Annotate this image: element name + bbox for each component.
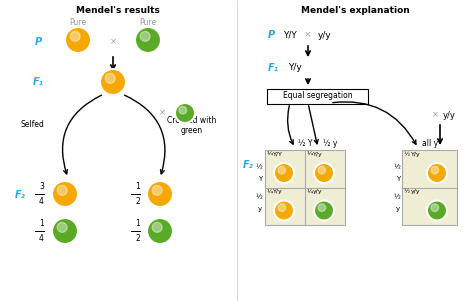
Text: Selfed: Selfed [20,120,44,129]
Circle shape [140,31,150,41]
Text: 3: 3 [39,182,44,191]
Bar [265,150,345,225]
Text: 4: 4 [39,197,44,206]
Circle shape [274,200,294,221]
Text: y: y [396,206,400,212]
Circle shape [152,222,162,232]
Text: ½: ½ [404,152,410,157]
Circle shape [314,163,334,183]
Circle shape [70,31,80,41]
Text: ½: ½ [404,190,410,194]
Circle shape [105,73,115,83]
Circle shape [318,166,326,174]
Text: 2: 2 [135,197,140,206]
Text: ½ y: ½ y [323,139,337,148]
FancyArrowPatch shape [309,106,318,144]
Circle shape [100,69,126,95]
Circle shape [427,163,447,183]
Text: ×: × [431,110,438,119]
Bar [402,150,457,225]
Text: P: P [268,30,275,40]
Circle shape [179,106,187,114]
Text: 4: 4 [39,234,44,243]
FancyBboxPatch shape [267,88,368,104]
Text: ×: × [158,108,165,117]
Text: 1: 1 [39,219,44,228]
Text: Y/y: Y/y [273,190,283,194]
Text: Y/Y: Y/Y [273,152,283,157]
Circle shape [431,204,438,212]
FancyArrowPatch shape [63,95,101,174]
Text: Crossed with
green: Crossed with green [167,116,217,135]
Text: ¼: ¼ [307,190,313,194]
Text: ×: × [304,30,312,39]
Text: P: P [35,37,42,47]
Circle shape [135,27,161,53]
Text: Y/y: Y/y [411,152,421,157]
Text: Y: Y [396,176,400,182]
Text: Pure: Pure [69,18,87,27]
FancyArrowPatch shape [125,95,165,174]
Text: ½: ½ [255,164,262,170]
Text: y/y: y/y [318,30,332,39]
Circle shape [427,200,447,221]
Text: Y/y: Y/y [288,64,302,73]
Text: y: y [258,206,262,212]
FancyArrowPatch shape [333,102,416,144]
Text: 1: 1 [135,219,140,228]
Text: Mendel's explanation: Mendel's explanation [301,6,410,15]
Text: Mendel's results: Mendel's results [76,6,160,15]
Text: ½ Y: ½ Y [298,139,312,148]
Circle shape [147,181,173,207]
Circle shape [52,218,78,244]
Text: all y: all y [422,139,438,148]
Text: y/y: y/y [411,190,420,194]
Text: y/y: y/y [443,110,456,119]
Circle shape [274,163,294,183]
Circle shape [278,204,286,212]
Text: ×: × [109,38,117,46]
Text: F₂: F₂ [243,160,254,170]
Text: ½: ½ [393,194,400,200]
Circle shape [52,181,78,207]
Text: ¼: ¼ [267,152,273,157]
Text: 1: 1 [135,182,140,191]
Circle shape [152,185,162,195]
Text: ½: ½ [255,194,262,200]
Text: ½: ½ [393,164,400,170]
Text: ¼: ¼ [267,190,273,194]
Circle shape [57,185,67,195]
Circle shape [314,200,334,221]
Circle shape [57,222,67,232]
Text: 2: 2 [135,234,140,243]
Circle shape [175,103,195,123]
Text: Equal segregation: Equal segregation [283,92,353,101]
Text: F₁: F₁ [268,63,279,73]
Circle shape [278,166,286,174]
Circle shape [147,218,173,244]
Text: Y/y: Y/y [313,152,323,157]
Text: Pure: Pure [139,18,156,27]
Circle shape [65,27,91,53]
Text: Y/Y: Y/Y [283,30,297,39]
Text: Y: Y [258,176,262,182]
Circle shape [318,204,326,212]
Text: F₁: F₁ [33,77,44,87]
Text: F₂: F₂ [15,190,26,200]
Text: y/y: y/y [313,190,323,194]
Circle shape [431,166,438,174]
FancyArrowPatch shape [288,106,293,144]
Text: ¼: ¼ [307,152,313,157]
